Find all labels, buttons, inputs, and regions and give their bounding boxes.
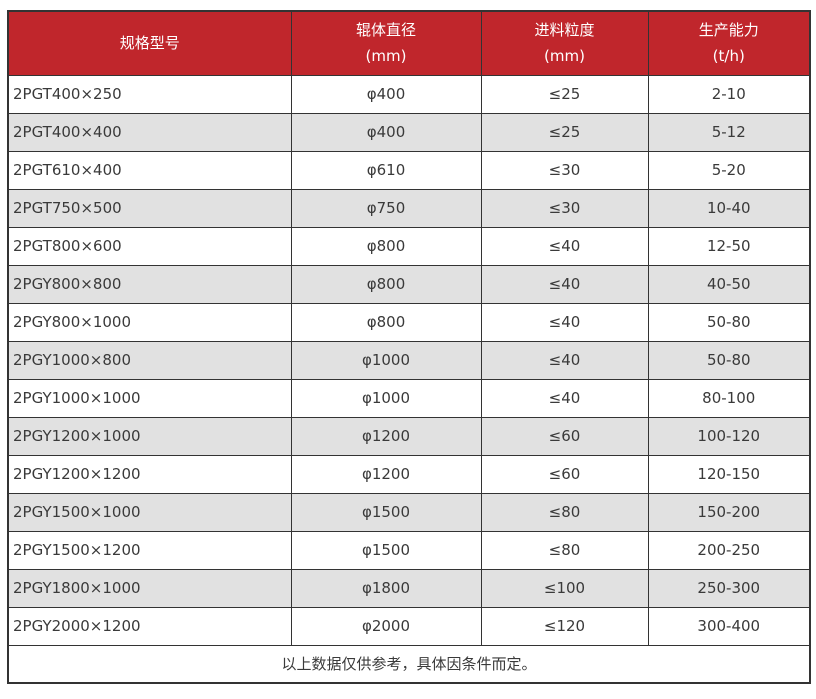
feed-size-cell: ≤25 — [480, 112, 649, 152]
header-capacity-unit: (t/h) — [712, 47, 745, 66]
header-roller-diameter: 辊体直径 (mm) — [290, 10, 482, 76]
feed-size-cell: ≤60 — [480, 416, 649, 456]
spec-row: 2PGT800×600 φ800 ≤40 12-50 — [7, 226, 811, 266]
diameter-cell: φ2000 — [290, 606, 482, 646]
spec-row: 2PGT750×500 φ750 ≤30 10-40 — [7, 188, 811, 228]
feed-size-cell: ≤40 — [480, 302, 649, 342]
spec-row: 2PGY1000×1000 φ1000 ≤40 80-100 — [7, 378, 811, 418]
feed-size-cell: ≤80 — [480, 530, 649, 570]
capacity-cell: 100-120 — [647, 416, 811, 456]
spec-row: 2PGY1800×1000 φ1800 ≤100 250-300 — [7, 568, 811, 608]
footnote-row: 以上数据仅供参考，具体因条件而定。 — [7, 644, 811, 684]
capacity-cell: 40-50 — [647, 264, 811, 304]
capacity-cell: 250-300 — [647, 568, 811, 608]
diameter-cell: φ400 — [290, 112, 482, 152]
spec-row: 2PGY800×1000 φ800 ≤40 50-80 — [7, 302, 811, 342]
header-model-title: 规格型号 — [119, 34, 180, 53]
capacity-cell: 120-150 — [647, 454, 811, 494]
model-cell: 2PGY1500×1000 — [7, 492, 292, 532]
header-feed-size: 进料粒度 (mm) — [480, 10, 649, 76]
header-feed-size-unit: (mm) — [544, 47, 585, 66]
model-cell: 2PGY1200×1200 — [7, 454, 292, 494]
spec-row: 2PGY1000×800 φ1000 ≤40 50-80 — [7, 340, 811, 380]
model-cell: 2PGY800×800 — [7, 264, 292, 304]
header-model: 规格型号 — [7, 10, 292, 76]
feed-size-cell: ≤40 — [480, 340, 649, 380]
header-capacity-title: 生产能力 — [698, 21, 759, 40]
header-capacity: 生产能力 (t/h) — [647, 10, 811, 76]
feed-size-cell: ≤30 — [480, 188, 649, 228]
capacity-cell: 5-12 — [647, 112, 811, 152]
capacity-cell: 2-10 — [647, 74, 811, 114]
feed-size-cell: ≤120 — [480, 606, 649, 646]
diameter-cell: φ1500 — [290, 492, 482, 532]
feed-size-cell: ≤40 — [480, 378, 649, 418]
diameter-cell: φ750 — [290, 188, 482, 228]
capacity-cell: 150-200 — [647, 492, 811, 532]
diameter-cell: φ1000 — [290, 340, 482, 380]
page: 规格型号 辊体直径 (mm) 进料粒度 (mm) 生产能力 (t/h) — [0, 10, 816, 699]
spec-row: 2PGY1200×1000 φ1200 ≤60 100-120 — [7, 416, 811, 456]
model-cell: 2PGT400×400 — [7, 112, 292, 152]
model-cell: 2PGY800×1000 — [7, 302, 292, 342]
spec-row: 2PGT400×400 φ400 ≤25 5-12 — [7, 112, 811, 152]
diameter-cell: φ800 — [290, 302, 482, 342]
capacity-cell: 200-250 — [647, 530, 811, 570]
feed-size-cell: ≤60 — [480, 454, 649, 494]
feed-size-cell: ≤25 — [480, 74, 649, 114]
diameter-cell: φ1800 — [290, 568, 482, 608]
diameter-cell: φ1000 — [290, 378, 482, 418]
capacity-cell: 50-80 — [647, 302, 811, 342]
capacity-cell: 50-80 — [647, 340, 811, 380]
feed-size-cell: ≤100 — [480, 568, 649, 608]
diameter-cell: φ800 — [290, 264, 482, 304]
feed-size-cell: ≤40 — [480, 264, 649, 304]
spec-row: 2PGY800×800 φ800 ≤40 40-50 — [7, 264, 811, 304]
spec-table-body: 2PGT400×250 φ400 ≤25 2-10 2PGT400×400 φ4… — [7, 74, 811, 684]
spec-row: 2PGY2000×1200 φ2000 ≤120 300-400 — [7, 606, 811, 646]
feed-size-cell: ≤40 — [480, 226, 649, 266]
model-cell: 2PGT400×250 — [7, 74, 292, 114]
capacity-cell: 12-50 — [647, 226, 811, 266]
header-roller-diameter-title: 辊体直径 — [355, 21, 416, 40]
model-cell: 2PGT800×600 — [7, 226, 292, 266]
capacity-cell: 80-100 — [647, 378, 811, 418]
diameter-cell: φ1500 — [290, 530, 482, 570]
model-cell: 2PGY1200×1000 — [7, 416, 292, 456]
spec-row: 2PGY1500×1000 φ1500 ≤80 150-200 — [7, 492, 811, 532]
header-row: 规格型号 辊体直径 (mm) 进料粒度 (mm) 生产能力 (t/h) — [7, 10, 811, 76]
spec-row: 2PGY1200×1200 φ1200 ≤60 120-150 — [7, 454, 811, 494]
header-roller-diameter-unit: (mm) — [365, 47, 407, 66]
diameter-cell: φ400 — [290, 74, 482, 114]
table-footnote: 以上数据仅供参考，具体因条件而定。 — [7, 644, 811, 684]
header-feed-size-title: 进料粒度 — [534, 21, 595, 40]
diameter-cell: φ610 — [290, 150, 482, 190]
spec-table-header: 规格型号 辊体直径 (mm) 进料粒度 (mm) 生产能力 (t/h) — [7, 10, 811, 76]
model-cell: 2PGY1500×1200 — [7, 530, 292, 570]
model-cell: 2PGY2000×1200 — [7, 606, 292, 646]
spec-row: 2PGY1500×1200 φ1500 ≤80 200-250 — [7, 530, 811, 570]
capacity-cell: 10-40 — [647, 188, 811, 228]
feed-size-cell: ≤80 — [480, 492, 649, 532]
capacity-cell: 300-400 — [647, 606, 811, 646]
model-cell: 2PGT610×400 — [7, 150, 292, 190]
spec-table: 规格型号 辊体直径 (mm) 进料粒度 (mm) 生产能力 (t/h) — [7, 10, 811, 684]
diameter-cell: φ800 — [290, 226, 482, 266]
capacity-cell: 5-20 — [647, 150, 811, 190]
spec-row: 2PGT610×400 φ610 ≤30 5-20 — [7, 150, 811, 190]
model-cell: 2PGY1000×1000 — [7, 378, 292, 418]
model-cell: 2PGT750×500 — [7, 188, 292, 228]
spec-row: 2PGT400×250 φ400 ≤25 2-10 — [7, 74, 811, 114]
feed-size-cell: ≤30 — [480, 150, 649, 190]
diameter-cell: φ1200 — [290, 454, 482, 494]
diameter-cell: φ1200 — [290, 416, 482, 456]
model-cell: 2PGY1000×800 — [7, 340, 292, 380]
model-cell: 2PGY1800×1000 — [7, 568, 292, 608]
